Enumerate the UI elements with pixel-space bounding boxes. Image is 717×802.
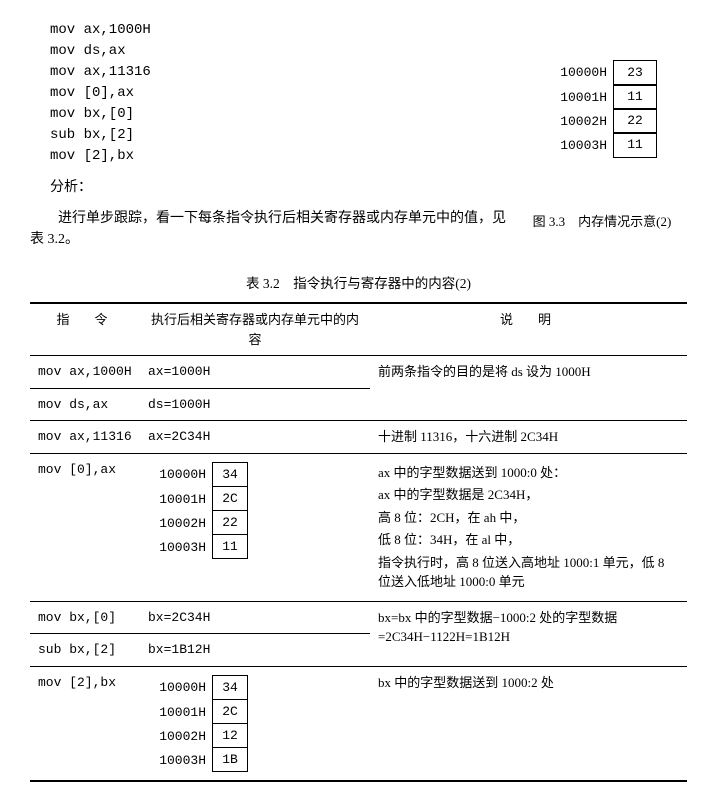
mem-addr: 10002H xyxy=(156,725,212,749)
expl-line: 指令执行时，高 8 位送入高地址 1000:1 单元，低 8 位送入低地址 10… xyxy=(378,553,679,592)
mem-cell: 1B xyxy=(212,747,248,773)
col-header-instruction: 指 令 xyxy=(30,303,140,356)
cell-content: ax=1000H xyxy=(140,356,370,389)
table-row: mov [0],ax 10000H34 10001H2C 10002H22 10… xyxy=(30,453,687,601)
cell-explanation: bx=bx 中的字型数据−1000:2 处的字型数据=2C34H−1122H=1… xyxy=(370,601,687,666)
cell-explanation: bx 中的字型数据送到 1000:2 处 xyxy=(370,666,687,781)
col-header-explanation: 说 明 xyxy=(370,303,687,356)
table-header-row: 指 令 执行后相关寄存器或内存单元中的内容 说 明 xyxy=(30,303,687,356)
mem-cell: 2C xyxy=(212,486,248,512)
cell-instruction: mov [2],bx xyxy=(30,666,140,781)
expl-line: 低 8 位：34H，在 al 中， xyxy=(378,530,679,550)
mem-addr: 10001H xyxy=(557,86,613,110)
table-row: mov ax,11316 ax=2C34H 十进制 11316，十六进制 2C3… xyxy=(30,421,687,454)
mem-cell: 22 xyxy=(613,108,657,134)
col-header-content: 执行后相关寄存器或内存单元中的内容 xyxy=(140,303,370,356)
table-caption-32: 表 3.2 指令执行与寄存器中的内容(2) xyxy=(30,274,687,294)
memory-block: 10000H34 10001H2C 10002H22 10003H11 xyxy=(156,462,248,560)
memory-figure-33: 10000H23 10001H11 10002H22 10003H11 xyxy=(557,60,657,158)
mem-addr: 10001H xyxy=(156,488,212,512)
table-row: mov ax,1000H ax=1000H 前两条指令的目的是将 ds 设为 1… xyxy=(30,356,687,389)
mem-addr: 10002H xyxy=(156,512,212,536)
mem-addr: 10000H xyxy=(557,61,613,85)
mem-cell: 2C xyxy=(212,699,248,725)
intro-paragraph: 进行单步跟踪，看一下每条指令执行后相关寄存器或内存单元中的值，见表 3.2。 xyxy=(30,208,517,250)
mem-cell: 11 xyxy=(212,534,248,560)
mem-addr: 10003H xyxy=(156,749,212,773)
expl-line: ax 中的字型数据送到 1000:0 处： xyxy=(378,463,679,483)
expl-line: ax 中的字型数据是 2C34H， xyxy=(378,485,679,505)
memory-block: 10000H34 10001H2C 10002H12 10003H1B xyxy=(156,675,248,773)
cell-content: 10000H34 10001H2C 10002H22 10003H11 xyxy=(140,453,370,601)
mem-cell: 34 xyxy=(212,462,248,488)
cell-explanation: 十进制 11316，十六进制 2C34H xyxy=(370,421,687,454)
mem-addr: 10001H xyxy=(156,701,212,725)
analysis-label: 分析： xyxy=(50,177,687,198)
cell-explanation: 前两条指令的目的是将 ds 设为 1000H xyxy=(370,356,687,421)
mem-cell: 11 xyxy=(613,132,657,158)
cell-instruction: mov ax,11316 xyxy=(30,421,140,454)
table-row: mov [2],bx 10000H34 10001H2C 10002H12 10… xyxy=(30,666,687,781)
cell-instruction: mov ax,1000H xyxy=(30,356,140,389)
mem-cell: 12 xyxy=(212,723,248,749)
cell-content: ax=2C34H xyxy=(140,421,370,454)
cell-explanation: ax 中的字型数据送到 1000:0 处： ax 中的字型数据是 2C34H， … xyxy=(370,453,687,601)
cell-instruction: mov [0],ax xyxy=(30,453,140,601)
cell-content: bx=1B12H xyxy=(140,634,370,667)
figure-caption-33: 图 3.3 内存情况示意(2) xyxy=(517,212,687,232)
mem-addr: 10003H xyxy=(156,536,212,560)
cell-instruction: sub bx,[2] xyxy=(30,634,140,667)
mem-cell: 23 xyxy=(613,60,657,86)
mem-cell: 11 xyxy=(613,84,657,110)
mem-addr: 10002H xyxy=(557,110,613,134)
mem-addr: 10000H xyxy=(156,463,212,487)
cell-instruction: mov ds,ax xyxy=(30,388,140,421)
cell-content: 10000H34 10001H2C 10002H12 10003H1B xyxy=(140,666,370,781)
table-32: 指 令 执行后相关寄存器或内存单元中的内容 说 明 mov ax,1000H a… xyxy=(30,302,687,782)
mem-addr: 10003H xyxy=(557,134,613,158)
table-row: mov bx,[0] bx=2C34H bx=bx 中的字型数据−1000:2 … xyxy=(30,601,687,634)
cell-instruction: mov bx,[0] xyxy=(30,601,140,634)
code-block: mov ax,1000H mov ds,ax mov ax,11316 mov … xyxy=(30,20,557,167)
expl-line: 高 8 位：2CH，在 ah 中， xyxy=(378,508,679,528)
mem-addr: 10000H xyxy=(156,676,212,700)
cell-content: ds=1000H xyxy=(140,388,370,421)
mem-cell: 34 xyxy=(212,675,248,701)
mem-cell: 22 xyxy=(212,510,248,536)
cell-content: bx=2C34H xyxy=(140,601,370,634)
